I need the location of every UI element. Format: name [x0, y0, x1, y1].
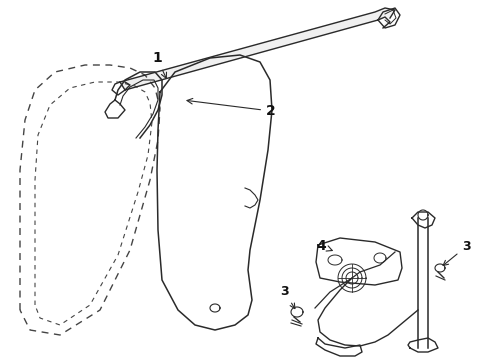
- Text: 2: 2: [186, 98, 275, 118]
- Text: 3: 3: [442, 240, 469, 265]
- Polygon shape: [120, 8, 394, 90]
- Text: 4: 4: [315, 239, 331, 253]
- Text: 1: 1: [152, 51, 166, 78]
- Text: 3: 3: [280, 285, 294, 309]
